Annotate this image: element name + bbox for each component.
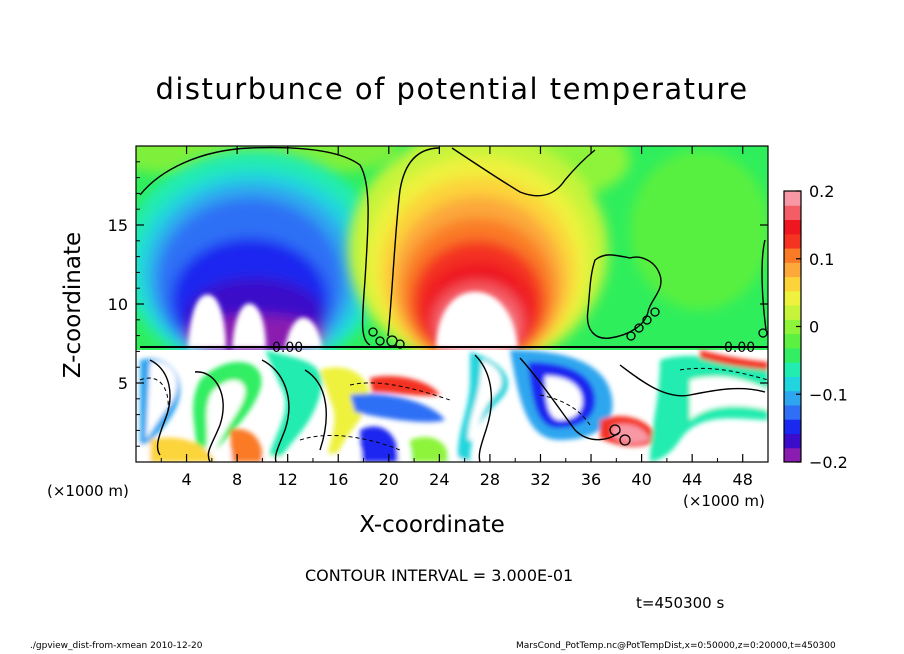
colorbar-tick-label: −0.2 [809,453,848,472]
field-image: 0.00 0.00 [136,146,768,462]
colorbar-segment [784,333,801,349]
y-tick-label: 5 [118,374,128,393]
colorbar-segment [784,191,801,206]
y-tick-label: 15 [108,216,128,235]
colorbar-ticks: 0.2 0.1 0 −0.1 −0.2 [796,182,848,472]
contour-label: 0.00 [272,340,303,356]
colorbar-segment [784,219,801,235]
colorbar-segment [784,319,801,335]
x-tick-label: 8 [232,470,242,489]
colorbar-segment [784,419,801,434]
contour-interval-text: CONTOUR INTERVAL = 3.000E-01 [305,566,574,585]
x-tick-label: 20 [379,470,399,489]
footer-script-info: ./gpview_dist-from-xmean 2010-12-20 [30,641,203,651]
x-tick-label: 28 [480,470,500,489]
x-tick-label: 36 [581,470,601,489]
colorbar-tick-label: 0.2 [809,182,834,201]
colorbar-segment [784,362,801,377]
y-tick-label: 10 [108,295,128,314]
negative-contours [139,367,768,451]
x-tick-label: 24 [429,470,449,489]
x-unit-label-right: (×1000 m) [683,492,765,510]
x-tick-label: 40 [631,470,651,489]
x-axis: 4 8 12 16 20 24 28 32 36 40 44 48 [160,146,753,489]
colorbar [784,191,801,463]
colorbar-segment [784,262,801,278]
colorbar-segment [784,233,801,249]
contour-lines [139,146,768,462]
x-tick-label: 16 [328,470,348,489]
chart-title: disturbunce of potential temperature [155,72,749,106]
colorbar-segment [784,347,801,363]
y-axis: 5 10 15 [108,161,768,447]
y-axis-label: Z-coordinate [60,231,86,379]
colorbar-tick-label: −0.1 [809,385,848,404]
colorbar-segment [784,376,801,392]
lower-turbulence [138,350,768,462]
time-stamp: t=450300 s [636,594,725,612]
x-tick-label: 12 [278,470,298,489]
colorbar-segment [784,290,801,306]
colorbar-segment [784,205,801,221]
colorbar-segment [784,248,801,263]
x-tick-label: 48 [733,470,753,489]
x-axis-label: X-coordinate [359,512,505,538]
colorbar-tick-label: 0 [809,318,819,337]
colorbar-segment [784,305,801,320]
colorbar-segment [784,276,801,292]
x-tick-label: 44 [682,470,702,489]
colorbar-segment [784,447,801,463]
colorbar-segment [784,433,801,449]
x-tick-label: 4 [181,470,191,489]
colorbar-segment [784,404,801,420]
x-tick-label: 32 [530,470,550,489]
footer-data-source: MarsCond_PotTemp.nc@PotTempDist,x=0:5000… [516,641,836,651]
contour-label: 0.00 [724,340,755,356]
x-unit-label-left: (×1000 m) [47,482,129,500]
colorbar-tick-label: 0.1 [809,250,834,269]
colorbar-segment [784,390,801,406]
